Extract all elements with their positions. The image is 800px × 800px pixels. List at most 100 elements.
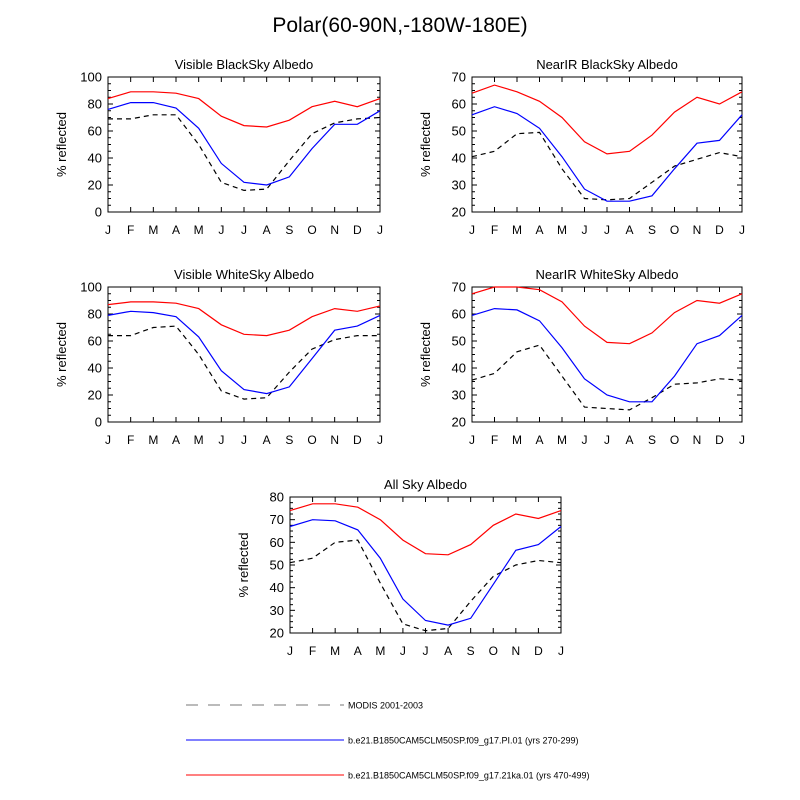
x-tick-label: N — [693, 433, 702, 447]
x-tick-label: N — [511, 644, 520, 658]
x-tick-label: O — [670, 433, 679, 447]
y-tick-label: 20 — [88, 178, 102, 193]
x-tick-label: A — [172, 223, 180, 237]
y-axis-label-5: % reflected — [236, 532, 251, 597]
y-tick-label: 20 — [270, 626, 284, 641]
x-tick-label: F — [127, 223, 134, 237]
x-tick-label: J — [558, 644, 564, 658]
x-tick-label: N — [330, 433, 339, 447]
y-tick-label: 100 — [80, 280, 102, 295]
x-tick-label: A — [172, 433, 180, 447]
chart-title-4: NearIR WhiteSky Albedo — [535, 267, 678, 282]
chart-title-1: Visible BlackSky Albedo — [175, 57, 314, 72]
x-tick-label: J — [604, 223, 610, 237]
x-tick-label: M — [330, 644, 340, 658]
y-tick-label: 60 — [88, 334, 102, 349]
series-line-modis — [108, 325, 380, 400]
x-tick-label: J — [287, 644, 293, 658]
x-tick-label: N — [330, 223, 339, 237]
x-tick-label: J — [377, 433, 383, 447]
y-axis-label-4: % reflected — [418, 322, 433, 387]
chart-panel-2: NearIR BlackSky Albedo % reflected 20 30 40 5… — [418, 57, 745, 237]
y-tick-label: 80 — [270, 490, 284, 505]
x-tick-label: J — [739, 433, 745, 447]
x-tick-label: A — [263, 223, 271, 237]
legend: MODIS 2001-2003 b.e21.B1850CAM5CLM50SP.f0… — [186, 701, 590, 781]
x-tick-label: M — [512, 223, 522, 237]
x-tick-label: J — [582, 433, 588, 447]
legend-label-2: b.e21.B1850CAM5CLM50SP.f09_g17.PI.01 (yr… — [348, 736, 578, 746]
x-tick-label: J — [582, 223, 588, 237]
x-tick-label: N — [693, 223, 702, 237]
y-tick-label: 50 — [270, 558, 284, 573]
y-tick-label: 20 — [452, 205, 466, 220]
y-tick-label: 40 — [88, 361, 102, 376]
y-tick-label: 50 — [452, 124, 466, 139]
x-tick-label: M — [194, 223, 204, 237]
x-tick-label: J — [469, 223, 475, 237]
x-tick-label: S — [285, 223, 293, 237]
x-tick-label: J — [218, 223, 224, 237]
x-tick-label: F — [309, 644, 316, 658]
x-tick-label: S — [648, 223, 656, 237]
page-title: Polar(60-90N,-180W-180E) — [272, 14, 528, 37]
x-tick-label: J — [241, 433, 247, 447]
plot-frame-5 — [289, 496, 562, 634]
y-tick-label: 40 — [270, 580, 284, 595]
y-tick-label: 60 — [452, 97, 466, 112]
x-tick-label: S — [285, 433, 293, 447]
x-tick-label: M — [375, 644, 385, 658]
x-tick-label: A — [263, 433, 271, 447]
y-tick-label: 60 — [88, 124, 102, 139]
x-tick-label: M — [148, 223, 158, 237]
series-line-21ka — [107, 91, 381, 128]
legend-label-3: b.e21.B1850CAM5CLM50SP.f09_g17.21ka.01 (… — [348, 771, 590, 781]
x-tick-label: J — [423, 644, 429, 658]
y-tick-label: 60 — [270, 535, 284, 550]
legend-label-1: MODIS 2001-2003 — [348, 701, 423, 711]
x-tick-label: J — [105, 433, 111, 447]
x-tick-label: M — [148, 433, 158, 447]
series-line-pi — [289, 519, 562, 626]
y-tick-label: 70 — [452, 280, 466, 295]
y-axis-label-1: % reflected — [54, 112, 69, 177]
x-tick-label: O — [307, 433, 316, 447]
y-tick-label: 20 — [88, 388, 102, 403]
x-tick-label: S — [648, 433, 656, 447]
x-tick-label: J — [218, 433, 224, 447]
y-tick-label: 40 — [88, 151, 102, 166]
x-tick-label: J — [604, 433, 610, 447]
chart-title-3: Visible WhiteSky Albedo — [174, 267, 314, 282]
x-tick-label: J — [105, 223, 111, 237]
x-tick-label: J — [241, 223, 247, 237]
x-tick-label: D — [534, 644, 543, 658]
x-tick-label: A — [354, 644, 362, 658]
x-tick-label: M — [194, 433, 204, 447]
y-tick-label: 40 — [452, 151, 466, 166]
series-line-21ka — [107, 301, 381, 337]
y-tick-label: 80 — [88, 307, 102, 322]
x-tick-label: S — [467, 644, 475, 658]
series-line-pi — [107, 101, 381, 186]
chart-panel-1: Visible BlackSky Albedo % reflected 0 20 40 6… — [54, 57, 383, 237]
y-tick-label: 70 — [452, 70, 466, 85]
series-line-21ka — [471, 84, 743, 155]
x-tick-label: F — [491, 433, 498, 447]
chart-panel-4: NearIR WhiteSky Albedo % reflected 20 30 40 5… — [418, 267, 745, 447]
x-tick-label: J — [400, 644, 406, 658]
x-tick-label: A — [535, 433, 543, 447]
x-tick-label: D — [715, 223, 724, 237]
y-tick-label: 50 — [452, 334, 466, 349]
x-tick-label: F — [127, 433, 134, 447]
series-line-pi — [107, 310, 381, 395]
y-tick-label: 100 — [80, 70, 102, 85]
x-tick-label: J — [469, 433, 475, 447]
x-tick-label: J — [739, 223, 745, 237]
series-line-pi — [471, 307, 743, 403]
x-tick-label: M — [512, 433, 522, 447]
plot-frame-1 — [107, 76, 381, 213]
x-tick-label: A — [535, 223, 543, 237]
series-line-21ka — [471, 286, 743, 345]
x-tick-label: J — [377, 223, 383, 237]
